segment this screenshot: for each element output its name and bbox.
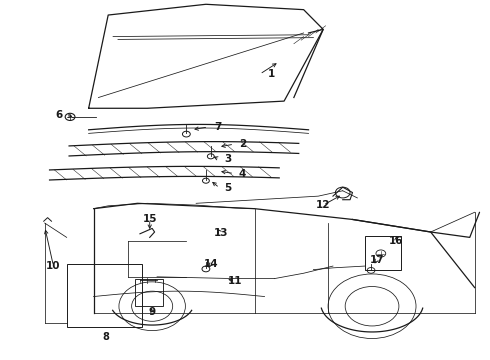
Text: 9: 9 [148, 307, 156, 316]
Text: 15: 15 [143, 215, 157, 224]
Text: 4: 4 [239, 168, 246, 179]
Text: 16: 16 [389, 236, 404, 246]
Text: 14: 14 [203, 259, 218, 269]
Text: 17: 17 [369, 255, 384, 265]
Text: 13: 13 [213, 228, 228, 238]
Text: 2: 2 [239, 139, 246, 149]
Bar [135, 279, 163, 306]
Text: 6: 6 [56, 111, 63, 121]
Text: 3: 3 [224, 154, 231, 164]
Text: 11: 11 [228, 276, 243, 286]
Text: 1: 1 [268, 69, 275, 79]
Text: 10: 10 [46, 261, 61, 271]
Bar [365, 235, 401, 270]
Text: 8: 8 [102, 332, 109, 342]
Text: 5: 5 [224, 183, 231, 193]
Text: 7: 7 [215, 122, 222, 132]
Bar [67, 264, 143, 327]
Text: 12: 12 [316, 200, 330, 210]
